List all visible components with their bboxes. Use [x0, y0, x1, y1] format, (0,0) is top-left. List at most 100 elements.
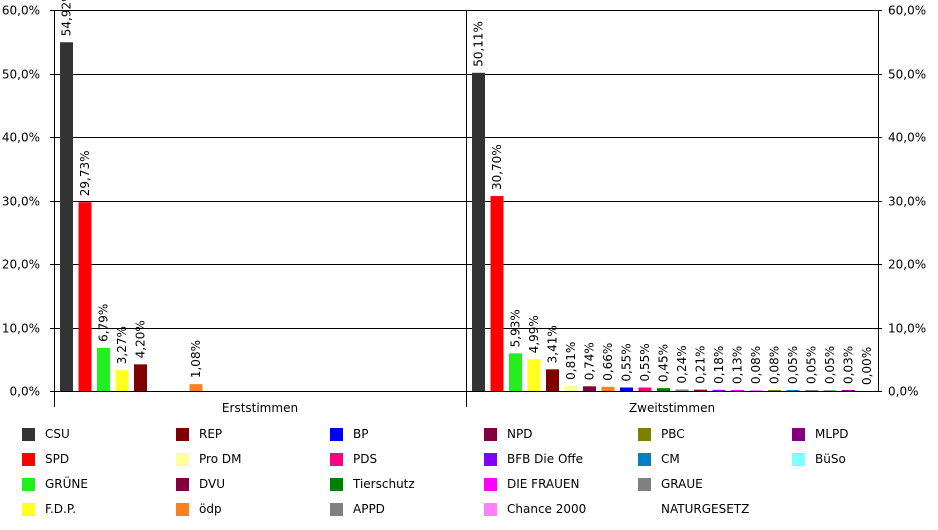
bar-rep: [546, 369, 559, 391]
legend-label: PBC: [661, 427, 685, 441]
legend-swatch: [22, 477, 35, 491]
data-label: 0,45%: [657, 344, 671, 382]
y-tick-label-left: 60,0%: [2, 4, 40, 18]
legend-label: SPD: [45, 452, 70, 466]
legend-swatch: [330, 427, 343, 441]
y-tick-label-left: 0,0%: [10, 385, 41, 399]
legend-swatch: [484, 452, 497, 466]
legend-swatch: [638, 477, 651, 491]
y-tick-label-right: 0,0%: [888, 385, 919, 399]
legend-label: MLPD: [815, 427, 849, 441]
legend-label: BP: [353, 427, 369, 441]
data-label: 0,00%: [860, 347, 874, 385]
y-tick-label-right: 40,0%: [888, 131, 926, 145]
y-tick-label-left: 50,0%: [2, 68, 40, 82]
bar-bp: [620, 387, 633, 391]
data-label: 30,70%: [490, 144, 504, 190]
data-label: 4,99%: [527, 315, 541, 353]
bar-pbc: [768, 390, 781, 391]
data-label: 6,79%: [97, 304, 111, 342]
legend-item: BüSo: [792, 449, 846, 469]
data-label: 0,66%: [601, 343, 615, 381]
legend-swatch: [176, 427, 189, 441]
legend-item: REP: [176, 424, 222, 444]
legend-item: BP: [330, 424, 368, 444]
data-label: 0,05%: [786, 346, 800, 384]
x-category-label: Zweitstimmen: [629, 401, 715, 415]
bar-pds: [638, 387, 652, 391]
bar--dp: [189, 384, 203, 391]
legend-label: PDS: [353, 452, 378, 466]
data-label: 0,81%: [564, 342, 578, 380]
legend-label: ödp: [199, 502, 222, 516]
legend-label: Pro DM: [199, 452, 242, 466]
y-tick-label-right: 20,0%: [888, 258, 926, 272]
legend-item: DVU: [176, 474, 225, 494]
bar-die-frauen: [731, 390, 744, 391]
data-label: 29,73%: [78, 150, 92, 196]
legend-item: Tierschutz: [330, 474, 415, 494]
bar-f-d-p-: [115, 370, 129, 391]
data-label: 0,05%: [823, 346, 837, 384]
legend-item: GRAUE: [638, 474, 703, 494]
y-tick-label-right: 30,0%: [888, 195, 926, 209]
legend-item: Chance 2000: [484, 499, 586, 519]
legend-item: PBC: [638, 424, 685, 444]
bar-graue: [805, 390, 818, 391]
data-label: 0,24%: [675, 345, 689, 383]
chart-legend: CSU SPD GRÜNE F.D.P. REP Pro DM DVU ödp BP PDS Tie…: [0, 420, 938, 530]
bar-rep: [134, 364, 147, 391]
legend-item: F.D.P.: [22, 499, 76, 519]
legend-label: BFB Die Offe: [507, 452, 584, 466]
data-label: 50,11%: [472, 21, 486, 67]
legend-swatch: [176, 477, 189, 491]
data-label: 0,18%: [712, 346, 726, 384]
legend-label: DIE FRAUEN: [507, 477, 580, 491]
legend-item: NPD: [484, 424, 532, 444]
legend-label: GRAUE: [661, 477, 703, 491]
legend-swatch: [484, 502, 497, 516]
legend-label: BüSo: [815, 452, 846, 466]
legend-swatch: [22, 427, 35, 441]
legend-label: NPD: [507, 427, 533, 441]
x-category-label: Erststimmen: [222, 401, 298, 415]
legend-item: ödp: [176, 499, 222, 519]
legend-label: F.D.P.: [45, 502, 77, 516]
legend-item: BFB Die Offe: [484, 449, 583, 469]
legend-item: PDS: [330, 449, 377, 469]
bar-tierschutz: [657, 388, 670, 391]
bar-npd: [694, 389, 707, 391]
legend-swatch: [22, 502, 35, 516]
bar-bfb-die-offe: [712, 389, 726, 391]
legend-item: DIE FRAUEN: [484, 474, 579, 494]
data-label: 1,08%: [189, 340, 203, 378]
data-label: 0,05%: [805, 346, 819, 384]
bar-pro-dm: [564, 385, 578, 391]
y-tick-label-left: 40,0%: [2, 131, 40, 145]
legend-item: NATURGESETZ: [638, 499, 749, 519]
legend-label: CSU: [45, 427, 70, 441]
legend-label: DVU: [199, 477, 226, 491]
legend-swatch: [638, 503, 651, 516]
y-tick-label-left: 20,0%: [2, 258, 40, 272]
data-label: 0,13%: [731, 346, 745, 384]
y-tick-label-left: 30,0%: [2, 195, 40, 209]
bar-dvu: [583, 386, 596, 391]
legend-label: NATURGESETZ: [661, 502, 750, 516]
bar-csu: [60, 42, 73, 392]
bar-f-d-p-: [527, 359, 541, 391]
legend-swatch: [638, 427, 651, 441]
bar-csu: [472, 72, 485, 391]
legend-swatch: [22, 452, 35, 466]
legend-swatch: [484, 477, 497, 491]
legend-item: CM: [638, 449, 680, 469]
data-label: 0,21%: [694, 346, 708, 384]
bar-chart: 0,0% 0,0% 10,0% 10,0% 20,0% 20,0% 30,0% 30,0% 40…: [2, 0, 926, 415]
legend-item: SPD: [22, 449, 69, 469]
legend-item: GRÜNE: [22, 474, 88, 494]
bar-spd: [78, 202, 92, 391]
legend-swatch: [484, 427, 497, 441]
bar-cm: [786, 390, 800, 391]
bar-gr-ne: [509, 353, 522, 391]
legend-label: Tierschutz: [353, 477, 415, 491]
